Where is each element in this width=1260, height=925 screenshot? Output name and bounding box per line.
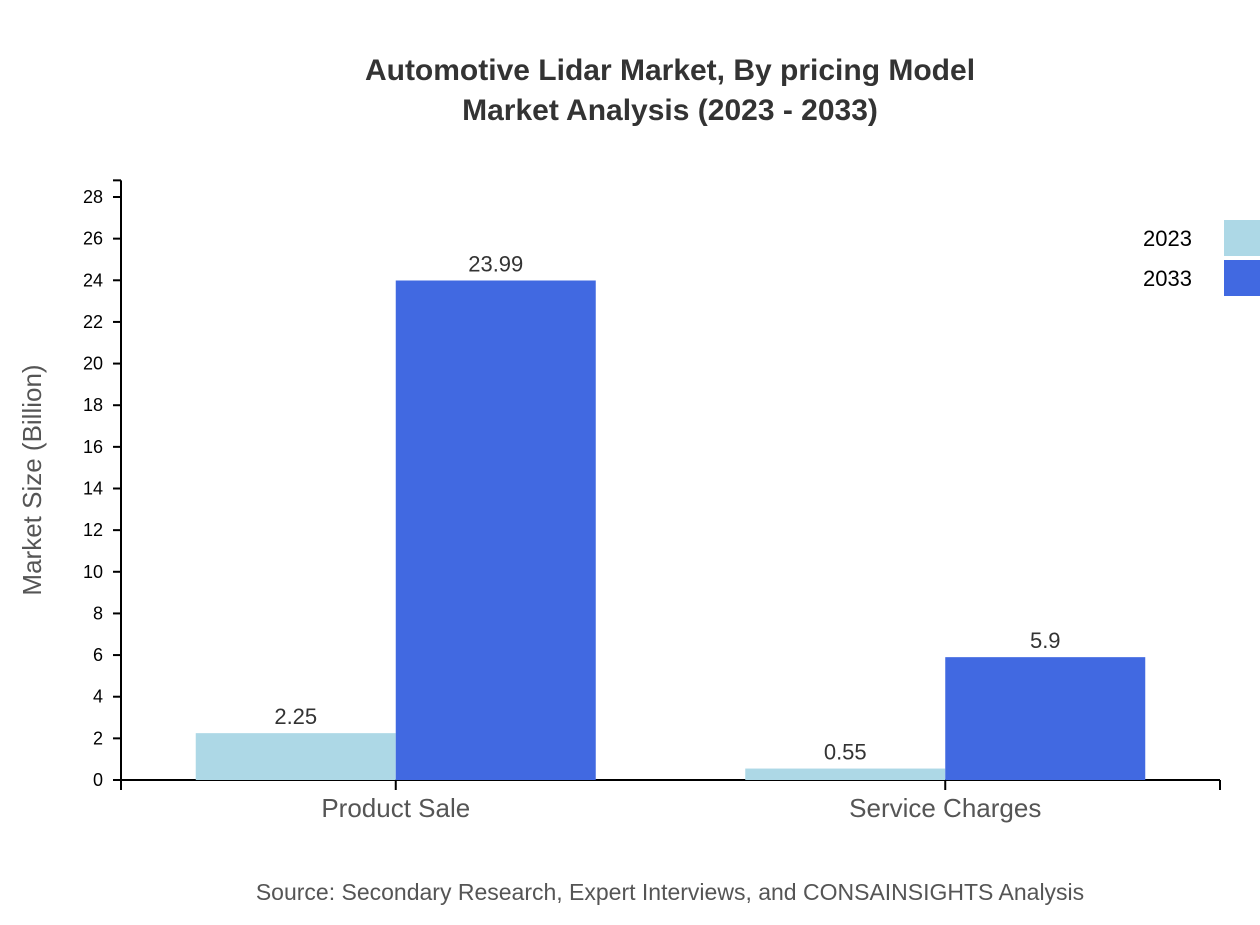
y-tick-label: 12 bbox=[83, 520, 103, 540]
y-tick-label: 18 bbox=[83, 395, 103, 415]
legend-label: 2023 bbox=[1143, 226, 1192, 251]
y-axis-label: Market Size (Billion) bbox=[17, 364, 47, 595]
y-tick-label: 14 bbox=[83, 479, 103, 499]
y-tick-label: 24 bbox=[83, 270, 103, 290]
x-tick-label: Service Charges bbox=[849, 793, 1041, 823]
data-label: 23.99 bbox=[468, 251, 523, 276]
y-tick-label: 6 bbox=[93, 645, 103, 665]
y-tick-label: 26 bbox=[83, 229, 103, 249]
y-tick-label: 0 bbox=[93, 770, 103, 790]
y-tick-label: 4 bbox=[93, 687, 103, 707]
bar-2023 bbox=[195, 733, 396, 780]
data-label: 0.55 bbox=[824, 740, 867, 765]
y-tick-label: 22 bbox=[83, 312, 103, 332]
legend-swatch bbox=[1224, 220, 1260, 256]
bar-2033 bbox=[395, 280, 596, 780]
chart-title: Automotive Lidar Market, By pricing Mode… bbox=[365, 54, 975, 87]
y-tick-label: 2 bbox=[93, 728, 103, 748]
legend: 2023 2033 bbox=[1143, 220, 1260, 296]
y-tick-label: 20 bbox=[83, 354, 103, 374]
legend-swatch bbox=[1224, 260, 1260, 296]
data-label: 5.9 bbox=[1030, 628, 1061, 653]
bar-2033 bbox=[945, 657, 1146, 780]
chart-subtitle: Market Analysis (2023 - 2033) bbox=[462, 94, 878, 127]
y-tick-label: 28 bbox=[83, 187, 103, 207]
legend-label: 2033 bbox=[1143, 266, 1192, 291]
x-tick-label: Product Sale bbox=[321, 793, 470, 823]
y-tick-label: 10 bbox=[83, 562, 103, 582]
y-tick-label: 16 bbox=[83, 437, 103, 457]
source-note: Source: Secondary Research, Expert Inter… bbox=[256, 879, 1084, 905]
data-label: 2.25 bbox=[274, 704, 317, 729]
y-tick-label: 8 bbox=[93, 603, 103, 623]
bar-2023 bbox=[745, 768, 946, 780]
